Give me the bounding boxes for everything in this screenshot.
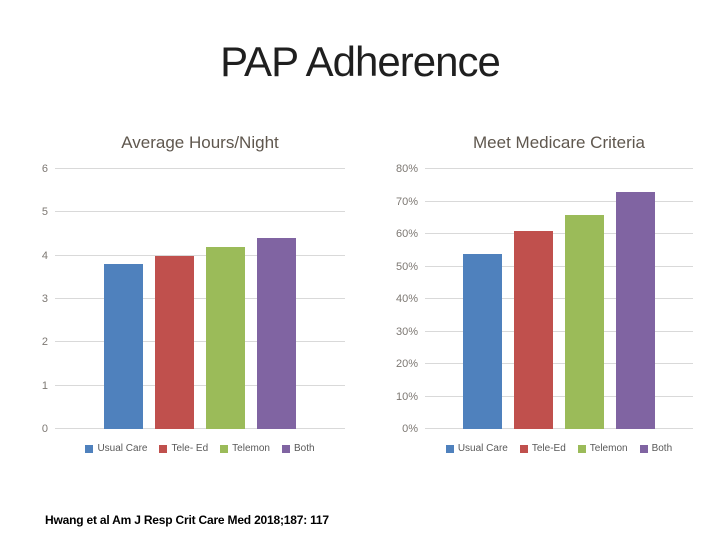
legend: Usual Care Tele-Ed Telemon Both — [390, 443, 693, 454]
bar-both — [616, 191, 655, 429]
legend-item-both: Both — [639, 443, 673, 454]
gridline — [55, 254, 345, 256]
y-axis: 0% 10% 20% 30% 40% 50% 60% 70% 80% — [390, 163, 425, 435]
gridline — [425, 363, 693, 364]
y-tick-label: 80% — [395, 163, 418, 175]
y-tick-label: 1 — [41, 379, 48, 392]
legend-label: Telemon — [232, 443, 270, 454]
bar-usual-care — [104, 264, 143, 429]
gridline — [425, 168, 693, 169]
y-tick-label: 70% — [395, 195, 418, 208]
chart-title: Average Hours/Night — [121, 133, 279, 152]
gridline — [425, 395, 693, 397]
y-tick-label: 6 — [41, 163, 48, 175]
chart-average-hours-night: Average Hours/Night 0 1 2 3 4 5 6 Usual Care Te… — [40, 132, 345, 454]
legend-item-telemon: Telemon — [577, 443, 628, 454]
gridline — [425, 428, 693, 429]
plot-row: 0 1 2 3 4 5 6 — [40, 163, 345, 435]
plot-area — [425, 168, 693, 429]
gridline — [55, 428, 345, 429]
y-tick-label: 60% — [395, 228, 418, 240]
legend-swatch-usual-care — [445, 444, 454, 453]
y-tick-label: 0 — [41, 423, 48, 435]
gridline — [425, 233, 693, 234]
chart-title: Meet Medicare Criteria — [473, 133, 645, 152]
gridline — [55, 211, 345, 213]
bar-usual-care — [463, 253, 502, 429]
legend-item-usual-care: Usual Care — [85, 443, 147, 454]
bar-both — [257, 238, 296, 429]
legend-label: Usual Care — [97, 443, 148, 454]
legend-label: Usual Care — [457, 443, 508, 454]
y-tick-label: 30% — [395, 325, 418, 338]
legend-item-both: Both — [281, 443, 315, 454]
y-tick-label: 0% — [402, 423, 418, 435]
y-tick-label: 40% — [395, 293, 418, 305]
legend-label: Tele-Ed — [531, 443, 566, 454]
bar-telemon — [565, 214, 604, 429]
legend-swatch-usual-care — [85, 444, 94, 453]
legend-label: Tele- Ed — [171, 443, 209, 454]
legend-item-usual-care: Usual Care — [445, 443, 508, 454]
legend-swatch-tele-ed — [159, 444, 168, 453]
legend-item-telemon: Telemon — [220, 443, 270, 454]
gridline — [55, 384, 345, 386]
legend-item-tele-ed: Tele- Ed — [159, 443, 208, 454]
legend-item-tele-ed: Tele-Ed — [519, 443, 566, 454]
legend: Usual Care Tele- Ed Telemon Both — [40, 443, 345, 454]
legend-label: Telemon — [589, 443, 628, 454]
y-axis: 0 1 2 3 4 5 6 — [40, 163, 55, 435]
legend-swatch-tele-ed — [519, 444, 528, 453]
y-tick-label: 50% — [395, 260, 418, 273]
legend-swatch-telemon — [220, 444, 229, 453]
legend-label: Both — [651, 443, 673, 454]
gridline — [425, 298, 693, 299]
gridline — [425, 265, 693, 267]
legend-swatch-telemon — [577, 444, 586, 453]
bar-tele-ed — [155, 255, 194, 429]
y-tick-label: 4 — [41, 249, 48, 262]
y-tick-label: 5 — [41, 206, 48, 219]
bar-group — [425, 169, 693, 429]
bar-tele-ed — [514, 230, 553, 429]
bar-telemon — [206, 247, 245, 429]
legend-swatch-both — [639, 444, 648, 453]
gridline — [425, 200, 693, 202]
gridline — [55, 168, 345, 169]
citation: Hwang et al Am J Resp Crit Care Med 2018… — [45, 513, 329, 527]
bar-group — [55, 169, 345, 429]
slide-title: PAP Adherence — [220, 38, 501, 85]
gridline — [55, 341, 345, 343]
legend-swatch-both — [281, 444, 290, 453]
y-tick-label: 2 — [41, 336, 48, 349]
plot-area — [55, 168, 345, 429]
gridline — [55, 298, 345, 299]
y-tick-label: 3 — [41, 293, 48, 305]
y-tick-label: 20% — [395, 358, 418, 370]
plot-row: 0% 10% 20% 30% 40% 50% 60% 70% 80% — [390, 163, 693, 435]
chart-meet-medicare-criteria: Meet Medicare Criteria 0% 10% 20% 30% 40% 50%… — [390, 132, 693, 454]
y-tick-label: 10% — [395, 390, 418, 403]
gridline — [425, 330, 693, 332]
legend-label: Both — [293, 443, 315, 454]
